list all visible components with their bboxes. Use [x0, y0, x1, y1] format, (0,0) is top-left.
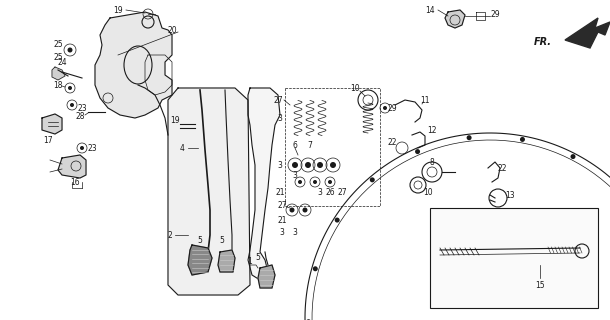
Circle shape [290, 207, 295, 212]
Polygon shape [258, 265, 275, 288]
Text: 7: 7 [307, 140, 312, 149]
Circle shape [306, 319, 311, 320]
Text: 22: 22 [387, 138, 397, 147]
Text: 3: 3 [278, 114, 282, 123]
Text: 27: 27 [337, 188, 347, 196]
Text: 1: 1 [248, 258, 253, 267]
Polygon shape [565, 18, 610, 48]
Polygon shape [445, 10, 465, 28]
Circle shape [292, 162, 298, 168]
Text: 5: 5 [198, 236, 203, 244]
Text: 21: 21 [275, 188, 285, 196]
Circle shape [383, 106, 387, 110]
Text: 19: 19 [113, 5, 123, 14]
Text: 12: 12 [427, 125, 437, 134]
Polygon shape [58, 155, 86, 178]
Text: 28: 28 [75, 111, 85, 121]
Circle shape [370, 177, 375, 182]
Text: 25: 25 [53, 39, 63, 49]
Text: 26: 26 [325, 188, 335, 196]
Text: 24: 24 [57, 58, 67, 67]
Circle shape [298, 180, 302, 184]
Text: 3: 3 [278, 161, 282, 170]
Polygon shape [188, 245, 212, 275]
Text: 3: 3 [293, 171, 298, 180]
Text: 5: 5 [220, 236, 224, 244]
Text: 11: 11 [420, 95, 430, 105]
Circle shape [68, 86, 72, 90]
Text: 8: 8 [429, 157, 434, 166]
Circle shape [317, 162, 323, 168]
Text: 13: 13 [505, 190, 515, 199]
Text: 3: 3 [293, 228, 298, 236]
Circle shape [70, 103, 74, 107]
Text: 10: 10 [350, 84, 360, 92]
Text: 3: 3 [318, 188, 323, 196]
Text: 17: 17 [43, 135, 53, 145]
Text: 29: 29 [490, 10, 500, 19]
Bar [285, 88, 380, 206]
Circle shape [570, 154, 575, 159]
Text: 5: 5 [256, 253, 260, 262]
Text: 23: 23 [77, 103, 87, 113]
Text: 3: 3 [279, 228, 284, 236]
Text: 15: 15 [535, 281, 545, 290]
Text: 18: 18 [53, 81, 63, 90]
Text: 14: 14 [425, 5, 435, 14]
Circle shape [313, 266, 318, 271]
Text: 4: 4 [179, 143, 184, 153]
Text: 27: 27 [277, 201, 287, 210]
Circle shape [415, 149, 420, 154]
Text: 2: 2 [168, 230, 173, 239]
Polygon shape [95, 12, 172, 118]
Text: 27: 27 [273, 95, 283, 105]
Bar [430, 208, 598, 308]
Circle shape [520, 137, 525, 142]
Circle shape [467, 135, 472, 140]
Text: 6: 6 [293, 140, 298, 149]
Text: 16: 16 [70, 178, 80, 187]
Circle shape [68, 47, 73, 52]
Text: 21: 21 [278, 215, 287, 225]
Circle shape [313, 180, 317, 184]
Polygon shape [42, 114, 62, 134]
Circle shape [330, 162, 336, 168]
Text: 22: 22 [497, 164, 507, 172]
Text: 23: 23 [87, 143, 97, 153]
Polygon shape [168, 88, 250, 295]
Text: 20: 20 [167, 26, 177, 35]
Polygon shape [52, 67, 65, 80]
Text: 10: 10 [423, 188, 433, 196]
Text: FR.: FR. [534, 37, 552, 47]
Polygon shape [218, 250, 235, 272]
Text: 29: 29 [387, 103, 397, 113]
Circle shape [305, 162, 311, 168]
Circle shape [303, 207, 307, 212]
Text: 25: 25 [53, 52, 63, 61]
Circle shape [335, 218, 340, 223]
Circle shape [328, 180, 332, 184]
Circle shape [80, 146, 84, 150]
Polygon shape [248, 88, 280, 280]
Text: 19: 19 [170, 116, 180, 124]
